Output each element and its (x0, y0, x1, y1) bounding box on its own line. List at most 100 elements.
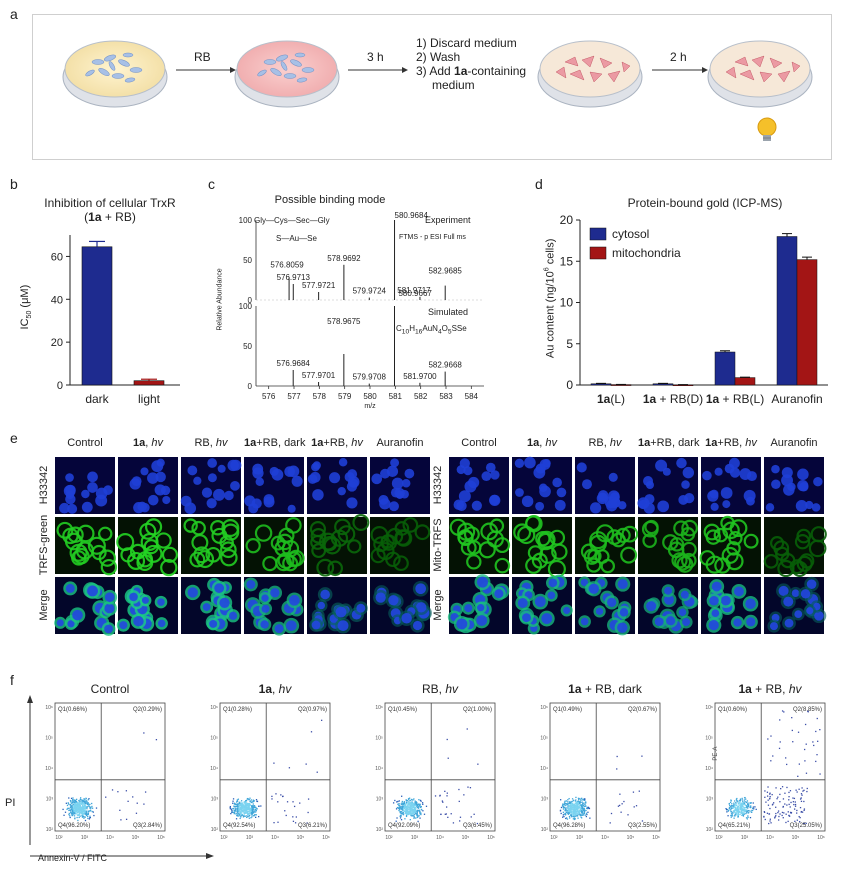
event (406, 802, 409, 804)
event (727, 815, 729, 817)
event (74, 803, 77, 805)
event (446, 738, 448, 741)
event (579, 809, 581, 812)
event (241, 802, 244, 804)
nucleus (213, 488, 225, 501)
event (584, 814, 587, 816)
event (769, 792, 771, 794)
event (412, 802, 414, 805)
event (72, 805, 75, 807)
cytoplasm (494, 557, 511, 574)
event (731, 807, 733, 809)
event (779, 813, 781, 815)
event (567, 799, 569, 801)
nucleus (515, 488, 524, 497)
event (237, 809, 239, 811)
event (731, 815, 733, 817)
event (581, 801, 583, 803)
event (568, 801, 571, 803)
event (247, 813, 249, 815)
cytoplasm (327, 560, 344, 577)
event (243, 810, 245, 812)
event (782, 806, 784, 808)
event (399, 806, 401, 809)
event (418, 799, 420, 801)
micrograph-2-1 (116, 577, 178, 634)
event (580, 804, 583, 807)
event (442, 801, 444, 803)
event (402, 802, 404, 805)
y-tick-label: 10³ (706, 797, 714, 803)
event (242, 816, 245, 818)
event (572, 810, 574, 813)
event (416, 812, 418, 814)
event (576, 805, 578, 807)
event (730, 810, 732, 813)
event (785, 821, 787, 824)
event (779, 801, 781, 803)
event (405, 812, 407, 815)
row-label: Merge (432, 588, 444, 621)
event (737, 809, 739, 811)
y-tick-label: 15 (560, 254, 574, 268)
nucleus (607, 597, 617, 608)
micrograph-2-2 (181, 577, 241, 634)
flow-ylabel: PI (5, 797, 16, 809)
event (581, 799, 583, 801)
panel-a-schematic (62, 40, 813, 141)
event (783, 812, 785, 814)
event (243, 806, 245, 808)
event (623, 800, 625, 803)
nucleus (104, 603, 115, 614)
event (83, 806, 86, 808)
event (797, 775, 799, 777)
event (733, 815, 736, 817)
event (89, 815, 91, 817)
nucleus (291, 475, 303, 487)
cytoplasm (743, 533, 759, 549)
event (73, 809, 75, 811)
nucleus (311, 620, 321, 630)
event (254, 806, 256, 808)
event (253, 815, 255, 817)
event (418, 809, 421, 811)
cytoplasm (796, 555, 813, 572)
nucleus (733, 586, 744, 597)
event (582, 807, 584, 809)
nucleus (312, 489, 324, 501)
quadrant-label: Q2(0.67%) (628, 707, 657, 713)
event (400, 819, 403, 821)
x-tick-label: 10⁵ (627, 835, 635, 841)
event (790, 812, 792, 814)
event (769, 820, 771, 822)
nucleus (682, 466, 695, 479)
event (732, 811, 734, 813)
event (742, 808, 745, 811)
event (567, 801, 569, 803)
event (740, 810, 743, 813)
event (746, 800, 749, 802)
event (583, 809, 585, 812)
cytoplasm (245, 538, 261, 554)
event (565, 817, 567, 820)
event (752, 806, 755, 808)
nucleus (228, 611, 238, 620)
event (91, 810, 93, 813)
event (105, 796, 107, 798)
event (735, 806, 737, 809)
bar-mitochondria (796, 259, 818, 386)
event (74, 818, 76, 820)
event (69, 809, 72, 811)
event (85, 798, 87, 800)
event (584, 799, 586, 802)
event (237, 798, 240, 800)
event (251, 806, 253, 808)
event (79, 809, 81, 811)
event (803, 808, 806, 810)
event (739, 808, 741, 810)
event (408, 813, 410, 816)
nucleus (356, 603, 366, 613)
